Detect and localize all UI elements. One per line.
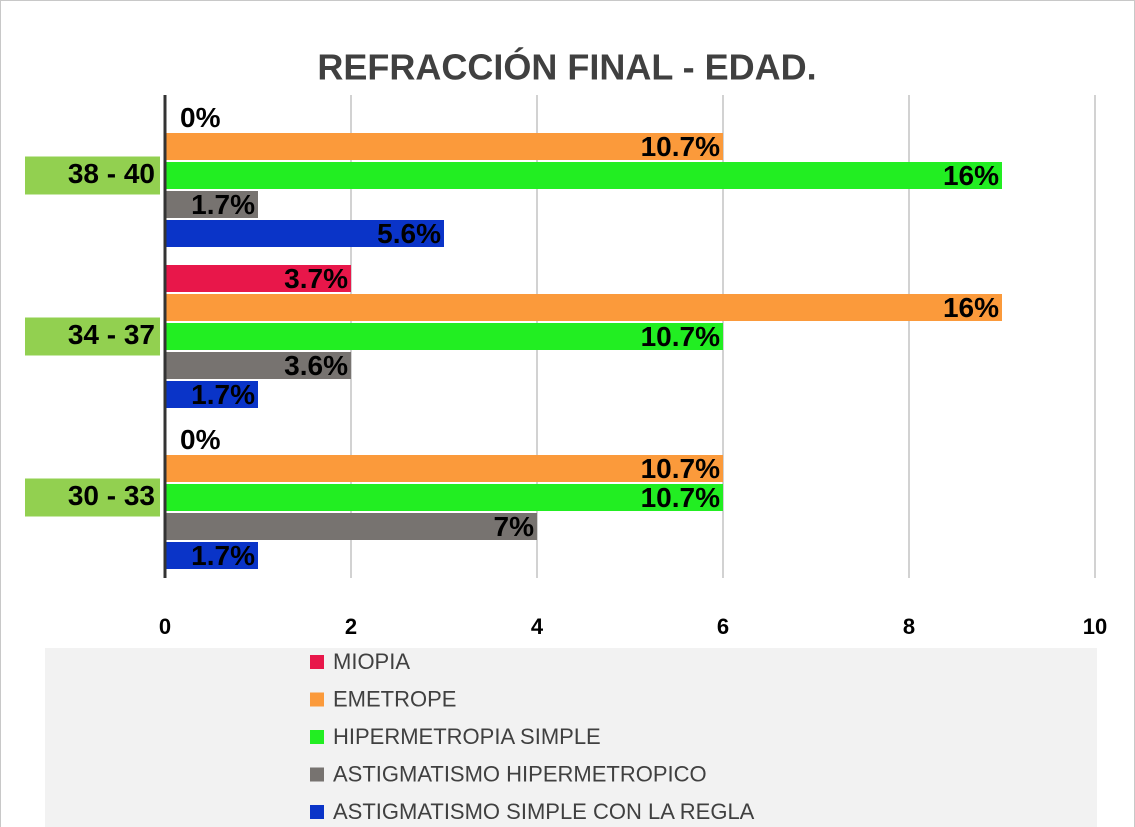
category-label-bg — [25, 478, 160, 517]
legend-label: EMETROPE — [333, 686, 456, 711]
data-label: 3.6% — [284, 350, 348, 381]
data-label: 1.7% — [191, 540, 255, 571]
bar — [165, 513, 537, 540]
legend-label: ASTIGMATISMO HIPERMETROPICO — [333, 761, 707, 786]
x-tick-label: 0 — [159, 614, 171, 639]
legend-label: MIOPIA — [333, 649, 410, 674]
chart-title: REFRACCIÓN FINAL - EDAD. — [317, 46, 816, 88]
data-label: 10.7% — [641, 453, 720, 484]
bar — [165, 133, 723, 160]
legend-background — [45, 648, 1097, 827]
legend-label: HIPERMETROPIA SIMPLE — [333, 724, 601, 749]
y-tick-label: 38 - 40 — [68, 158, 155, 189]
legend-swatch — [310, 692, 324, 707]
data-label: 5.6% — [377, 218, 441, 249]
x-tick-label: 4 — [531, 614, 544, 639]
x-tick-label: 10 — [1083, 614, 1107, 639]
bar — [165, 455, 723, 482]
legend-swatch — [310, 655, 324, 669]
bar — [165, 484, 723, 511]
x-tick-label: 8 — [903, 614, 915, 639]
bar — [165, 220, 444, 247]
x-tick-label: 6 — [717, 614, 729, 639]
data-label: 16% — [943, 292, 999, 323]
data-label: 7% — [494, 511, 535, 542]
legend-swatch — [310, 730, 324, 744]
bar — [165, 191, 258, 218]
data-label: 10.7% — [641, 482, 720, 513]
data-label: 10.7% — [641, 321, 720, 352]
bar — [165, 323, 723, 350]
bar — [165, 542, 258, 569]
bar — [165, 352, 351, 379]
bar — [165, 381, 258, 408]
data-label: 0% — [180, 424, 221, 455]
bar — [165, 294, 1002, 321]
data-label: 3.7% — [284, 263, 348, 294]
x-tick-label: 2 — [345, 614, 357, 639]
data-label: 10.7% — [641, 131, 720, 162]
data-label: 16% — [943, 160, 999, 191]
y-tick-label: 30 - 33 — [68, 480, 155, 511]
legend-label: ASTIGMATISMO SIMPLE CON LA REGLA — [333, 799, 755, 824]
data-label: 1.7% — [191, 379, 255, 410]
data-label: 1.7% — [191, 189, 255, 220]
category-label-bg — [25, 317, 160, 356]
bar — [165, 162, 1002, 189]
bar — [165, 265, 351, 292]
legend-swatch — [310, 767, 324, 782]
data-label: 0% — [180, 102, 221, 133]
category-label-bg — [25, 156, 160, 195]
legend-swatch — [310, 805, 324, 819]
y-tick-label: 34 - 37 — [68, 319, 155, 350]
